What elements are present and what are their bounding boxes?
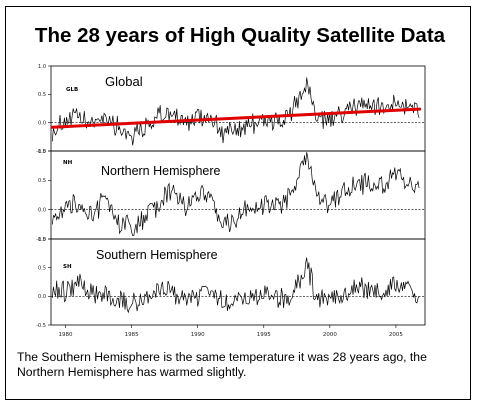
slide-frame: [5, 6, 471, 400]
x-tick-label-2000: 2000: [323, 332, 337, 338]
y-tick-label-glb: 0.0: [38, 120, 46, 126]
x-tick-label-1980: 1980: [59, 332, 73, 338]
page-title: The 28 years of High Quality Satellite D…: [34, 24, 446, 47]
panel-label-glb: Global: [105, 74, 143, 89]
panel-tag-glb: GLB: [66, 87, 78, 93]
y-tick-label-glb: 1.0: [38, 64, 46, 70]
panel-tag-sh: SH: [63, 264, 72, 270]
panel-label-nh: Northern Hemisphere: [101, 164, 221, 178]
y-tick-label-nh: 0.5: [38, 178, 46, 184]
y-tick-label-sh: -0.5: [36, 323, 46, 329]
y-tick-label-glb: 0.5: [38, 92, 46, 98]
y-tick-label-glb: -0.5: [36, 149, 46, 155]
y-tick-label-sh: 0.5: [38, 265, 46, 271]
x-tick-label-1990: 1990: [191, 332, 205, 338]
x-tick-label-1995: 1995: [257, 332, 271, 338]
x-tick-label-2005: 2005: [389, 332, 403, 338]
y-tick-label-nh: -0.5: [36, 237, 46, 243]
caption-text: The Southern Hemisphere is the same temp…: [17, 350, 427, 379]
y-tick-label-sh: 0.0: [38, 294, 46, 300]
trend-line: [50, 107, 422, 129]
panel-frame-sh: [50, 238, 426, 326]
y-tick-label-sh: 1.0: [38, 237, 46, 243]
y-tick-label-nh: 1.0: [38, 149, 46, 155]
series-line-sh: [51, 257, 420, 314]
y-tick-label-nh: 0.0: [38, 207, 46, 213]
x-tick-label-1985: 1985: [125, 332, 139, 338]
panel-label-sh: Southern Hemisphere: [96, 248, 218, 262]
series-line-glb: [51, 77, 420, 146]
series-line-nh: [51, 152, 420, 237]
panel-tag-nh: NH: [63, 160, 73, 166]
